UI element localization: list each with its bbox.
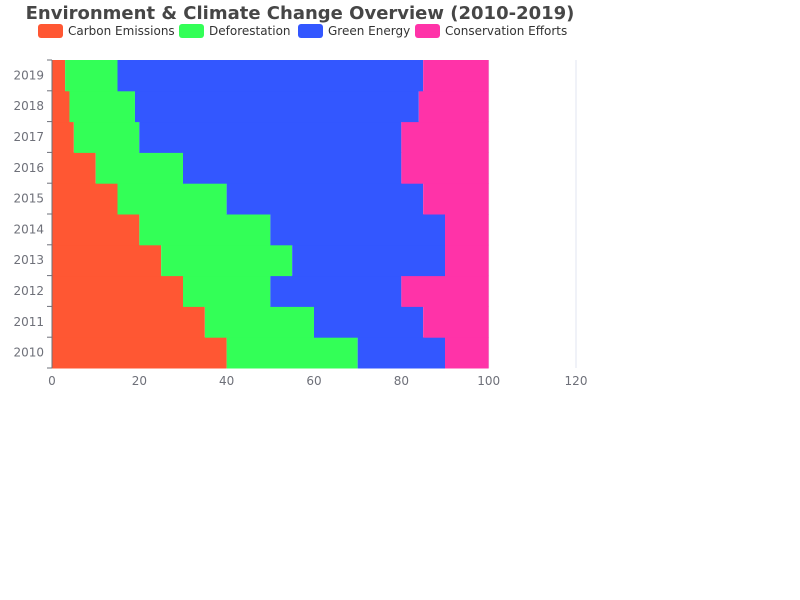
bar-segment (423, 60, 489, 92)
bar-segment (270, 275, 402, 307)
axes: 2010 2011 2012 2013 2014 2015 2016 2017 2018 2019… (13, 59, 588, 388)
bar-segment (52, 275, 183, 307)
bar-segment (401, 152, 489, 184)
bar-segment (52, 152, 96, 184)
x-tick-label: 80 (394, 374, 409, 388)
x-tick-label: 60 (306, 374, 321, 388)
bar-segment (52, 337, 227, 369)
bar-segment (134, 90, 419, 123)
bar-segment (292, 244, 445, 277)
y-tick-label: 2016 (13, 161, 44, 175)
bar-segment (52, 244, 162, 277)
bar-segment (52, 90, 70, 123)
legend[interactable]: Carbon Emissions Deforestation Green Energ… (38, 24, 567, 38)
bar-segment (418, 90, 489, 123)
y-tick-label: 2015 (13, 192, 44, 206)
bar-segment (226, 337, 358, 369)
bar-segment (52, 60, 66, 92)
bar-segment (117, 60, 424, 92)
bar-segment (117, 183, 227, 215)
x-tick-label: 0 (48, 374, 56, 388)
y-tick-label: 2010 (13, 346, 44, 360)
bar-segment (69, 90, 135, 123)
legend-label: Carbon Emissions (68, 24, 175, 38)
bar-segment (401, 275, 489, 307)
y-tick-label: 2017 (13, 130, 44, 144)
bar-segment (52, 183, 118, 215)
bar-segment (52, 214, 140, 246)
bar-segment (139, 121, 402, 153)
bar-segment (423, 306, 489, 338)
y-tick-label: 2014 (13, 222, 44, 236)
legend-label: Deforestation (209, 24, 291, 38)
legend-label: Conservation Efforts (445, 24, 567, 38)
bar-segment (65, 60, 118, 92)
bar-segment (423, 183, 489, 215)
legend-item[interactable]: Deforestation (179, 24, 291, 38)
bar-segment (445, 214, 489, 246)
bar-segment (95, 152, 183, 184)
y-tick-label: 2012 (13, 284, 44, 298)
bar-segment (161, 244, 293, 277)
bar-segment (183, 275, 271, 307)
bar-segment (314, 306, 424, 338)
x-tick-label: 100 (477, 374, 500, 388)
y-tick-label: 2019 (13, 68, 44, 82)
bar-segment (183, 152, 402, 184)
legend-swatch (415, 24, 440, 38)
legend-item[interactable]: Green Energy (298, 24, 410, 38)
y-tick-label: 2011 (13, 315, 44, 329)
legend-swatch (38, 24, 63, 38)
bar-segment (445, 244, 489, 277)
x-tick-label: 20 (132, 374, 147, 388)
legend-item[interactable]: Conservation Efforts (415, 24, 567, 38)
bar-segment (401, 121, 489, 153)
bar-segment (73, 121, 140, 153)
bar-segment (270, 214, 445, 246)
legend-swatch (298, 24, 323, 38)
legend-item[interactable]: Carbon Emissions (38, 24, 175, 38)
bar-segment (445, 337, 489, 369)
x-tick-label: 120 (565, 374, 588, 388)
bar-segment (226, 183, 424, 215)
bar-segment (204, 306, 314, 338)
bar-segment (52, 121, 74, 153)
bar-segment (357, 337, 445, 369)
bar-segment (52, 306, 205, 338)
chart-title: Environment & Climate Change Overview (2… (26, 3, 575, 24)
bar-segment (139, 214, 271, 246)
legend-swatch (179, 24, 204, 38)
bars (52, 60, 489, 369)
y-tick-label: 2013 (13, 253, 44, 267)
x-tick-label: 40 (219, 374, 234, 388)
y-tick-label: 2018 (13, 99, 44, 113)
legend-label: Green Energy (328, 24, 410, 38)
